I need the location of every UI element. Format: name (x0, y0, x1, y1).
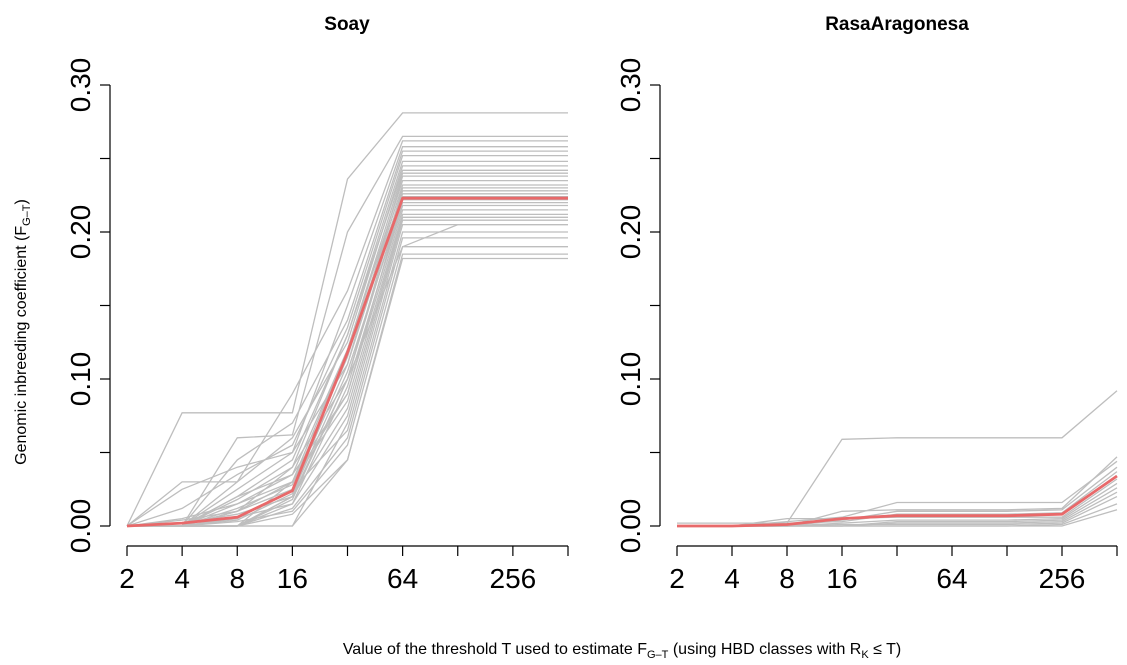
x-tick-label: 4 (724, 563, 740, 594)
x-tick-label: 64 (387, 563, 418, 594)
y-tick-label: 0.00 (615, 499, 646, 554)
individual-line (677, 478, 1118, 527)
x-tick-label: 8 (779, 563, 795, 594)
individual-line (127, 219, 568, 527)
x-tick-label: 16 (826, 563, 857, 594)
y-tick-label: 0.20 (615, 205, 646, 260)
x-tick-label: 64 (936, 563, 967, 594)
x-axis-label-sub1: G–T (647, 649, 669, 661)
individual-line (127, 246, 568, 527)
individual-line (127, 223, 568, 527)
y-tick-label: 0.00 (65, 499, 96, 554)
y-tick-label: 0.10 (65, 352, 96, 407)
x-tick-label: 256 (1039, 563, 1086, 594)
x-tick-label: 2 (119, 563, 135, 594)
y-tick-label: 0.30 (65, 58, 96, 113)
individual-line (126, 146, 568, 527)
mean-line (677, 474, 1118, 528)
x-axis-label-part3: ≤ T) (869, 641, 901, 658)
panel-title: Soay (324, 14, 370, 35)
y-axis-label-sub: G–T (21, 204, 33, 226)
x-axis-label-part2: (using HBD classes with R (668, 641, 861, 658)
x-axis-label-sub2: K (861, 649, 869, 661)
individual-line (126, 112, 568, 527)
x-axis-label: Value of the threshold T used to estimat… (343, 641, 901, 661)
x-axis-label-part1: Value of the threshold T used to estimat… (343, 641, 647, 658)
individual-line (127, 213, 568, 527)
x-tick-label: 4 (174, 563, 190, 594)
x-tick-label: 16 (277, 563, 308, 594)
y-tick-label: 0.20 (65, 205, 96, 260)
mean-line-group (126, 196, 568, 528)
chart-panel-soay: 2 4 8 16 64 256 0.00 0.10 0.20 0.30 Soay (65, 14, 569, 594)
axes: 2 4 8 16 64 256 0.00 0.10 0.20 0.30 (65, 58, 569, 594)
axes: 2 4 8 16 64 256 0.00 0.10 0.20 0.30 (615, 58, 1118, 594)
y-tick-label: 0.30 (615, 58, 646, 113)
individual-line (126, 209, 568, 527)
individual-line (127, 165, 568, 527)
chart-panel-rasaaragonesa: 2 4 8 16 64 256 0.00 0.10 0.20 0.30 RasaAragonesa (615, 14, 1118, 594)
x-tick-label: 256 (490, 563, 537, 594)
panel-title: RasaAragonesa (825, 14, 969, 35)
y-tick-label: 0.10 (615, 352, 646, 407)
x-tick-label: 8 (229, 563, 245, 594)
x-tick-label: 2 (669, 563, 685, 594)
y-axis-label: Genomic inbreeding coefficient (FG–T) (13, 199, 33, 465)
y-axis-label-main: Genomic inbreeding coefficient (F (13, 226, 30, 465)
individual-line (127, 150, 568, 527)
mean-line (126, 196, 568, 528)
y-axis-label-end: ) (13, 199, 30, 204)
individual-line (126, 154, 568, 527)
mean-line-group (677, 474, 1118, 528)
